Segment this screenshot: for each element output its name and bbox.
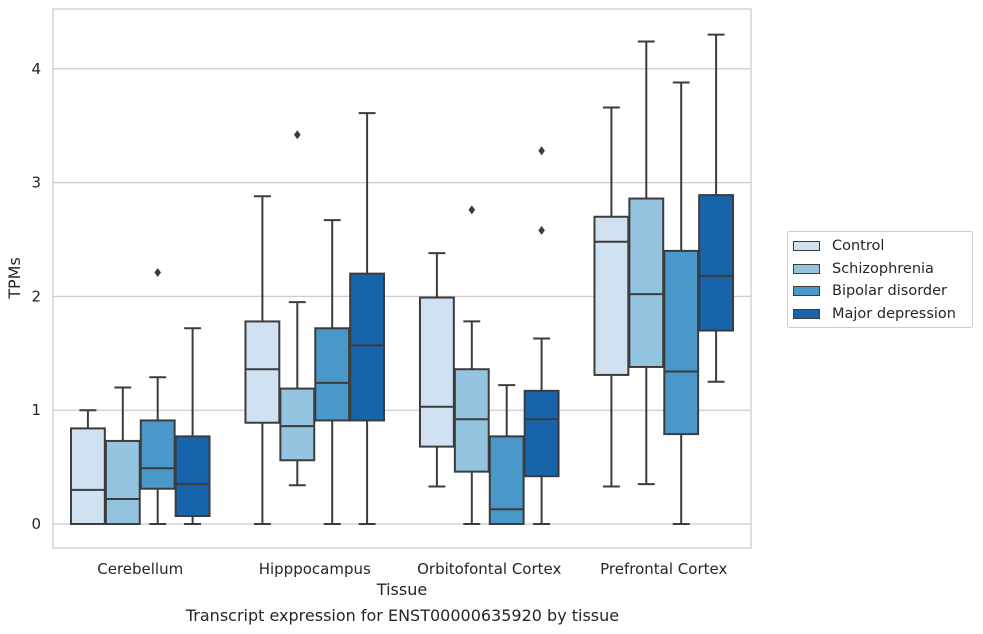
box-body bbox=[349, 272, 386, 422]
outlier-point-0 bbox=[538, 225, 545, 235]
box-body bbox=[314, 327, 351, 422]
box-cerebellum-major-depression bbox=[174, 327, 211, 525]
chart-caption: Transcript expression for ENST0000063592… bbox=[185, 606, 620, 625]
box-body bbox=[104, 439, 141, 525]
legend-label-bipolar-disorder: Bipolar disorder bbox=[832, 283, 947, 300]
legend: Control Schizophrenia Bipolar disorder M… bbox=[787, 231, 973, 328]
legend-swatch-bipolar-disorder bbox=[793, 286, 820, 297]
x-tick-label-orbitofontal-cortex: Orbitofontal Cortex bbox=[417, 560, 561, 578]
legend-item-major-depression: Major depression bbox=[788, 303, 972, 326]
box-prefrontal-cortex-control bbox=[593, 106, 630, 488]
outlier-point-1 bbox=[538, 146, 545, 156]
box-body bbox=[523, 389, 560, 478]
x-tick-label-cerebellum: Cerebellum bbox=[97, 560, 183, 578]
legend-item-bipolar-disorder: Bipolar disorder bbox=[788, 280, 972, 303]
legend-label-schizophrenia: Schizophrenia bbox=[832, 260, 934, 277]
x-tick-label-hipppocampus: Hipppocampus bbox=[259, 560, 371, 578]
outlier-point-0 bbox=[468, 205, 476, 215]
legend-label-control: Control bbox=[832, 238, 885, 255]
box-body bbox=[698, 194, 735, 332]
box-plots bbox=[69, 33, 735, 525]
box-body bbox=[418, 296, 455, 448]
box-hipppocampus-bipolar-disorder bbox=[314, 219, 351, 525]
outlier-point-0 bbox=[154, 268, 161, 278]
y-tick-label-1: 1 bbox=[31, 401, 41, 419]
box-body bbox=[628, 197, 665, 368]
box-body bbox=[453, 368, 490, 473]
box-orbitofontal-cortex-control bbox=[418, 252, 455, 488]
box-orbitofontal-cortex-bipolar-disorder bbox=[488, 384, 525, 525]
box-prefrontal-cortex-bipolar-disorder bbox=[663, 81, 700, 525]
box-body bbox=[593, 215, 630, 376]
y-tick-label-0: 0 bbox=[31, 515, 41, 533]
box-hipppocampus-schizophrenia bbox=[279, 130, 316, 487]
box-prefrontal-cortex-major-depression bbox=[698, 33, 735, 383]
box-hipppocampus-control bbox=[244, 195, 281, 525]
y-tick-label-4: 4 bbox=[31, 60, 41, 78]
tick-labels: 0 1 2 3 4 Cerebellum Hipppocampus Orbitofontal … bbox=[31, 60, 727, 578]
legend-label-major-depression: Major depression bbox=[832, 305, 956, 322]
y-tick-label-3: 3 bbox=[31, 174, 41, 192]
box-body bbox=[139, 419, 176, 490]
outlier-point-0 bbox=[294, 130, 301, 140]
box-hipppocampus-major-depression bbox=[349, 112, 386, 525]
legend-swatch-major-depression bbox=[793, 308, 820, 319]
legend-swatch-control bbox=[793, 241, 820, 252]
box-body bbox=[663, 249, 700, 436]
box-prefrontal-cortex-schizophrenia bbox=[628, 40, 665, 486]
box-body bbox=[488, 435, 525, 525]
box-body bbox=[244, 320, 281, 424]
box-body bbox=[174, 435, 211, 518]
legend-item-schizophrenia: Schizophrenia bbox=[788, 258, 972, 281]
box-cerebellum-bipolar-disorder bbox=[139, 268, 176, 525]
y-tick-label-2: 2 bbox=[31, 287, 41, 305]
grid-lines bbox=[53, 68, 751, 525]
box-body bbox=[279, 387, 316, 462]
x-axis-label: Tissue bbox=[376, 580, 427, 599]
legend-item-control: Control bbox=[788, 235, 972, 258]
box-orbitofontal-cortex-schizophrenia bbox=[453, 205, 490, 525]
box-body bbox=[69, 427, 106, 525]
box-orbitofontal-cortex-major-depression bbox=[523, 146, 560, 525]
legend-swatch-schizophrenia bbox=[793, 263, 820, 274]
box-cerebellum-schizophrenia bbox=[104, 386, 141, 525]
box-cerebellum-control bbox=[69, 409, 106, 525]
x-tick-label-prefrontal-cortex: Prefrontal Cortex bbox=[600, 560, 727, 578]
y-axis-label: TPMs bbox=[5, 257, 24, 300]
